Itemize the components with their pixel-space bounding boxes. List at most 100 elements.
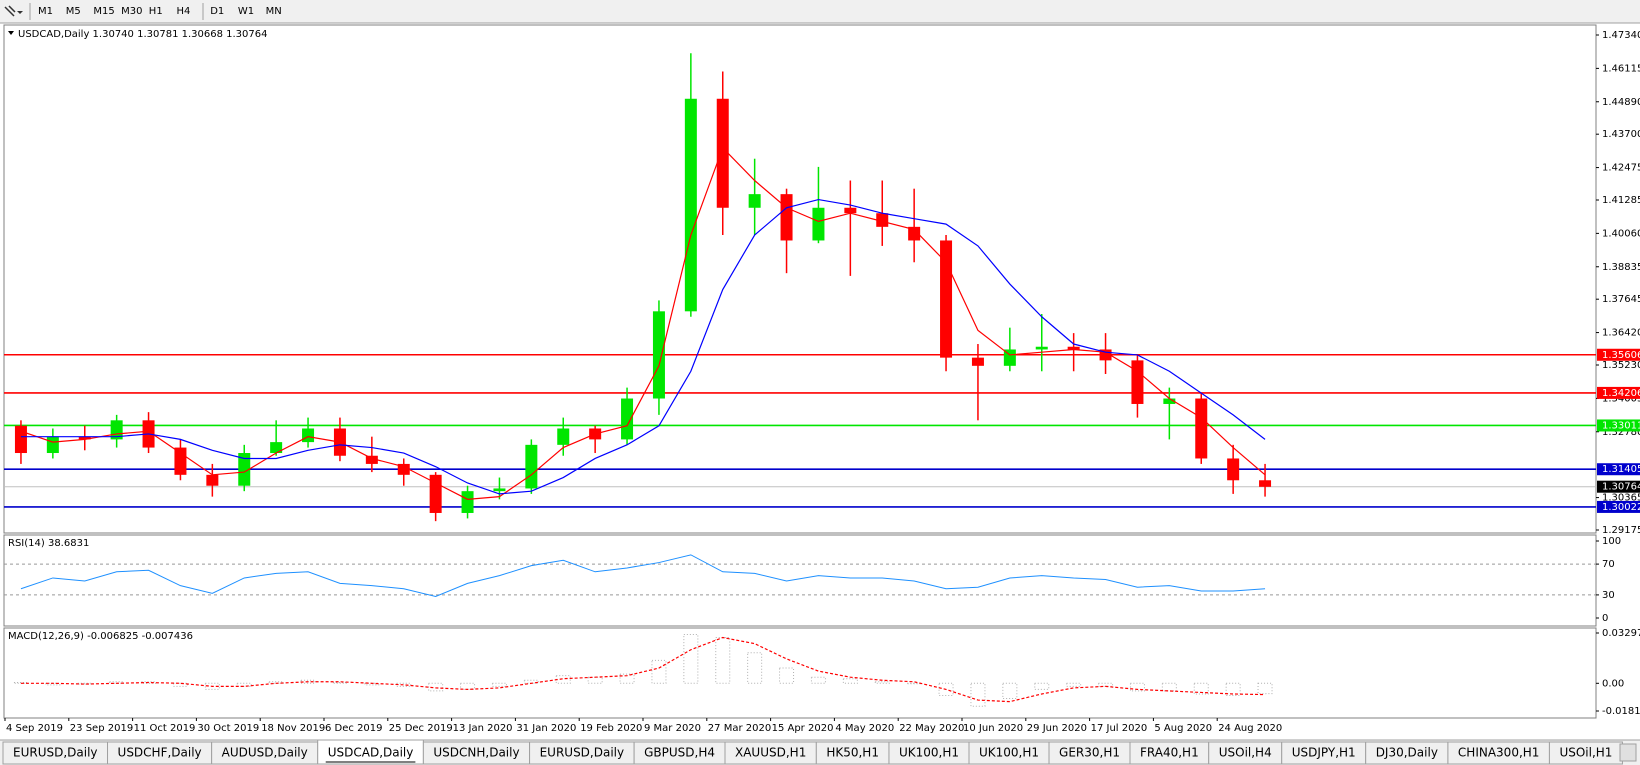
moving-average (20, 198, 1266, 495)
timeframe-button[interactable]: W1 (238, 6, 254, 17)
tab[interactable]: GER30,H1 (1059, 746, 1120, 760)
macd-histogram-bar (300, 679, 316, 684)
timeframe-button[interactable]: M5 (66, 6, 81, 17)
y-tick-label: 70 (1602, 559, 1615, 570)
macd-histogram-bar (1034, 682, 1050, 690)
timeframe-button[interactable]: MN (266, 6, 282, 17)
tab[interactable]: GBPUSD,H4 (644, 746, 715, 760)
tab[interactable]: USDJPY,H1 (1292, 746, 1356, 760)
macd-histogram-bar (683, 633, 699, 684)
tab[interactable]: FRA40,H1 (1140, 746, 1199, 760)
current-price-label: 1.30764 (1602, 482, 1640, 493)
macd-histogram-bar (1129, 682, 1145, 692)
tab[interactable]: AUDUSD,Daily (222, 746, 308, 760)
macd-histogram-bar (396, 682, 412, 687)
macd-histogram-bar (332, 682, 348, 684)
x-tick-label: 9 Mar 2020 (644, 723, 701, 734)
candle-body (1227, 458, 1240, 481)
candle-body (652, 311, 665, 399)
macd-signal-line (20, 636, 1266, 703)
tab[interactable]: EURUSD,Daily (13, 746, 98, 760)
level-label-box (1597, 386, 1640, 399)
tab[interactable]: USOil,H4 (1219, 746, 1272, 760)
x-tick-label: 5 Aug 2020 (1154, 723, 1212, 734)
y-tick-label: 100 (1602, 536, 1621, 547)
candle-body (1131, 360, 1144, 404)
x-tick-label: 13 Jan 2020 (453, 723, 513, 734)
candle-body (684, 98, 697, 312)
tab[interactable]: USOil,H1 (1559, 746, 1612, 760)
macd-histogram-bar (747, 652, 763, 684)
header-triangle (8, 31, 14, 35)
macd-histogram-bar (1161, 682, 1177, 692)
y-tick-label: 0.00 (1602, 678, 1624, 689)
macd-histogram-bar (428, 682, 444, 692)
level-label: 1.31405 (1602, 464, 1640, 475)
candle-body (397, 463, 410, 475)
candle-body (206, 474, 219, 486)
timeframe-button[interactable]: H1 (149, 6, 163, 17)
timeframe-button[interactable]: M15 (93, 6, 114, 17)
macd-histogram-bar (1066, 682, 1082, 687)
level-label: 1.34206 (1602, 388, 1640, 399)
tab[interactable]: USDCHF,Daily (118, 746, 202, 760)
macd-histogram-bar (651, 659, 667, 684)
macd-header: MACD(12,26,9) -0.006825 -0.007436 (8, 631, 193, 642)
y-tick-label: 1.32780 (1602, 427, 1640, 438)
y-tick-label: 1.38835 (1602, 262, 1640, 273)
tab[interactable]: UK100,H1 (979, 746, 1039, 760)
candle-body (780, 194, 793, 241)
candle-body (1067, 346, 1080, 350)
y-tick-label: 1.44890 (1602, 97, 1640, 108)
timeframe-button[interactable]: H4 (177, 6, 191, 17)
x-tick-label: 27 Mar 2020 (708, 723, 771, 734)
tab-background[interactable] (317, 739, 424, 765)
candle-body (1163, 398, 1176, 404)
tab[interactable]: HK50,H1 (826, 746, 879, 760)
level-label-box (1597, 419, 1640, 432)
cursor-tool-icon[interactable] (4, 5, 16, 17)
moving-average (20, 146, 1266, 500)
x-tick-label: 23 Sep 2019 (70, 723, 133, 734)
candle-body (876, 213, 889, 227)
macd-histogram-bar (172, 682, 188, 687)
macd-histogram-bar (1257, 682, 1273, 695)
candle-body (493, 488, 506, 492)
timeframe-button[interactable]: M30 (121, 6, 142, 17)
tab[interactable]: UK100,H1 (899, 746, 959, 760)
timeframe-button[interactable]: D1 (210, 6, 224, 17)
tab[interactable]: CHINA300,H1 (1458, 746, 1540, 760)
candle-body (1003, 349, 1016, 366)
tab[interactable]: USDCAD,Daily (328, 746, 414, 760)
y-tick-label: 1.46115 (1602, 63, 1640, 74)
chart-header: USDCAD,Daily 1.30740 1.30781 1.30668 1.3… (18, 29, 268, 40)
candle-body (716, 98, 729, 208)
x-tick-label: 18 Nov 2019 (261, 723, 325, 734)
x-tick-label: 11 Oct 2019 (134, 723, 196, 734)
x-tick-label: 30 Oct 2019 (197, 723, 259, 734)
y-tick-label: 0.032972 (1602, 628, 1640, 639)
tab[interactable]: DJ30,Daily (1376, 746, 1438, 760)
macd-histogram-bar (779, 667, 795, 684)
candle-body (1099, 349, 1112, 361)
y-tick-label: -0.018154 (1602, 706, 1640, 717)
macd-histogram-bar (1002, 682, 1018, 700)
macd-histogram-bar (204, 682, 220, 690)
macd-histogram-bar (619, 673, 635, 684)
current-price-box (1597, 480, 1640, 493)
x-tick-label: 4 May 2020 (835, 723, 894, 734)
macd-histogram-bar (842, 678, 858, 684)
tab[interactable]: XAUUSD,H1 (735, 746, 806, 760)
rsi-line (20, 554, 1266, 597)
x-tick-label: 4 Sep 2019 (6, 723, 63, 734)
x-tick-label: 29 Jun 2020 (1027, 723, 1087, 734)
tab[interactable]: USDCNH,Daily (433, 746, 519, 760)
y-tick-label: 1.35230 (1602, 360, 1640, 371)
tool-dropdown[interactable] (17, 11, 23, 14)
macd-histogram-bar (906, 682, 922, 685)
tab-scroll[interactable] (1619, 743, 1637, 762)
tab[interactable]: EURUSD,Daily (540, 746, 625, 760)
timeframe-button[interactable]: M1 (38, 6, 53, 17)
level-label: 1.33011 (1602, 420, 1640, 431)
level-label-box (1597, 500, 1640, 513)
